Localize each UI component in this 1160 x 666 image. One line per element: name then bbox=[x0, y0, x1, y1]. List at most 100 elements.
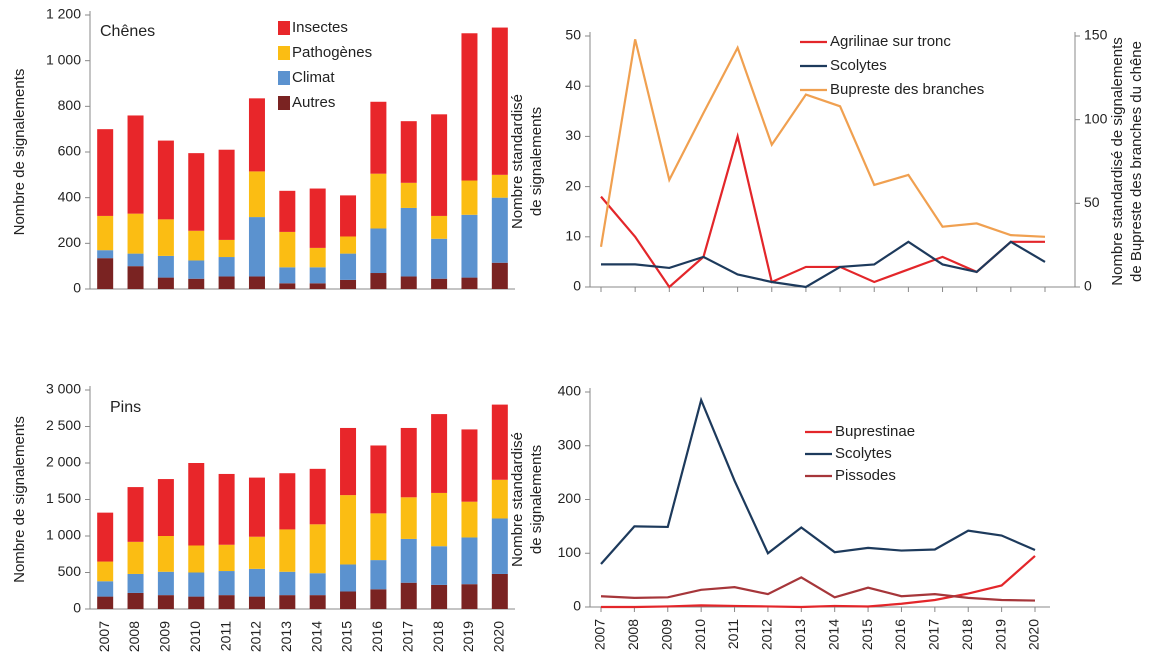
x-tick-label: 2018 bbox=[430, 621, 446, 652]
bar-segment bbox=[188, 596, 205, 609]
bar-segment bbox=[218, 544, 235, 572]
bar-segment bbox=[309, 267, 326, 284]
bar-segment bbox=[370, 445, 387, 514]
bar-segment bbox=[188, 572, 205, 597]
y-axis-label: de signalements bbox=[528, 107, 545, 216]
x-tick-label: 2018 bbox=[959, 619, 975, 650]
bar-segment bbox=[461, 501, 478, 538]
y-tick-label: 200 bbox=[58, 234, 82, 250]
y-tick-label: 10 bbox=[565, 228, 581, 244]
bar-segment bbox=[309, 247, 326, 268]
y-tick-label: 20 bbox=[565, 177, 581, 193]
bar-segment bbox=[491, 197, 508, 263]
bar-segment bbox=[127, 573, 144, 593]
y-tick-label: 1 000 bbox=[46, 527, 81, 543]
bar-segment bbox=[127, 266, 144, 289]
bar-segment bbox=[279, 190, 296, 232]
x-tick-label: 2011 bbox=[725, 619, 741, 649]
y2-tick-label: 150 bbox=[1084, 27, 1108, 43]
x-tick-label: 2010 bbox=[692, 619, 708, 650]
y-tick-label: 1 000 bbox=[46, 51, 81, 67]
y2-tick-label: 0 bbox=[1084, 278, 1092, 294]
y-axis-label: Nombre standardisé bbox=[509, 432, 526, 567]
bar-segment bbox=[248, 536, 265, 569]
bar-segment bbox=[279, 231, 296, 268]
bar-segment bbox=[248, 568, 265, 597]
legend-label: Insectes bbox=[292, 19, 348, 36]
y-tick-label: 200 bbox=[558, 490, 582, 506]
y-tick-label: 40 bbox=[565, 77, 581, 93]
bar-segment bbox=[127, 541, 144, 574]
x-tick-label: 2017 bbox=[399, 621, 415, 652]
bar-segment bbox=[431, 215, 448, 239]
bar-segment bbox=[431, 584, 448, 609]
x-tick-label: 2013 bbox=[278, 621, 294, 652]
bar-segment bbox=[97, 561, 114, 582]
bar-segment bbox=[431, 238, 448, 279]
bar-segment bbox=[157, 595, 174, 609]
bar-segment bbox=[491, 174, 508, 198]
legend-swatch bbox=[278, 71, 290, 85]
bar-segment bbox=[431, 114, 448, 216]
bar-segment bbox=[461, 214, 478, 278]
bar-segment bbox=[127, 253, 144, 267]
y2-tick-label: 100 bbox=[1084, 110, 1108, 126]
x-tick-label: 2012 bbox=[759, 619, 775, 650]
bar-segment bbox=[279, 571, 296, 596]
bar-segment bbox=[491, 404, 508, 480]
y-axis-label: de signalements bbox=[528, 445, 545, 554]
bar-segment bbox=[157, 479, 174, 536]
legend-label: Bupreste des branches bbox=[830, 81, 984, 98]
legend-label: Scolytes bbox=[835, 445, 892, 462]
bar-segment bbox=[400, 582, 417, 609]
bar-segment bbox=[248, 477, 265, 537]
legend-label: Pissodes bbox=[835, 467, 896, 484]
bar-segment bbox=[157, 219, 174, 256]
x-tick-label: 2016 bbox=[369, 621, 385, 652]
y-tick-label: 800 bbox=[58, 97, 82, 113]
bar-segment bbox=[491, 262, 508, 289]
bar-segment bbox=[461, 33, 478, 181]
line bbox=[600, 132, 1045, 289]
bar-segment bbox=[491, 27, 508, 175]
bar-segment bbox=[127, 592, 144, 609]
bar-segment bbox=[309, 595, 326, 609]
y2-axis-label: Nombre standardisé de signalements bbox=[1109, 37, 1126, 285]
bar-segment bbox=[188, 278, 205, 289]
bar-segment bbox=[188, 230, 205, 261]
x-tick-label: 2016 bbox=[892, 619, 908, 650]
bar-segment bbox=[400, 276, 417, 289]
y-tick-label: 0 bbox=[573, 278, 581, 294]
y-tick-label: 0 bbox=[73, 600, 81, 616]
bar-segment bbox=[279, 529, 296, 572]
chart-title: Pins bbox=[110, 399, 141, 416]
bar-segment bbox=[340, 427, 357, 496]
bar-segment bbox=[370, 173, 387, 229]
bar-segment bbox=[461, 180, 478, 215]
x-tick-label: 2008 bbox=[625, 619, 641, 650]
bar-segment bbox=[370, 101, 387, 174]
bar-segment bbox=[309, 524, 326, 574]
legend-label: Pathogènes bbox=[292, 44, 372, 61]
bar-segment bbox=[188, 153, 205, 231]
bar-segment bbox=[370, 513, 387, 561]
bar-segment bbox=[431, 546, 448, 585]
legend-label: Agrilinae sur tronc bbox=[830, 33, 951, 50]
bar-segment bbox=[188, 260, 205, 279]
bar-segment bbox=[370, 560, 387, 590]
bar-segment bbox=[400, 538, 417, 583]
bar-segment bbox=[279, 267, 296, 284]
line bbox=[600, 396, 1036, 565]
bar-segment bbox=[309, 573, 326, 596]
y-tick-label: 0 bbox=[73, 280, 81, 296]
y-tick-label: 2 500 bbox=[46, 417, 81, 433]
bar-segment bbox=[248, 98, 265, 172]
bar-segment bbox=[400, 121, 417, 183]
x-tick-label: 2014 bbox=[308, 621, 324, 652]
y-tick-label: 300 bbox=[558, 436, 582, 452]
bar-segment bbox=[491, 573, 508, 609]
bar-segment bbox=[127, 213, 144, 254]
bar-segment bbox=[491, 518, 508, 574]
y-axis-label: Nombre de signalements bbox=[11, 69, 28, 236]
